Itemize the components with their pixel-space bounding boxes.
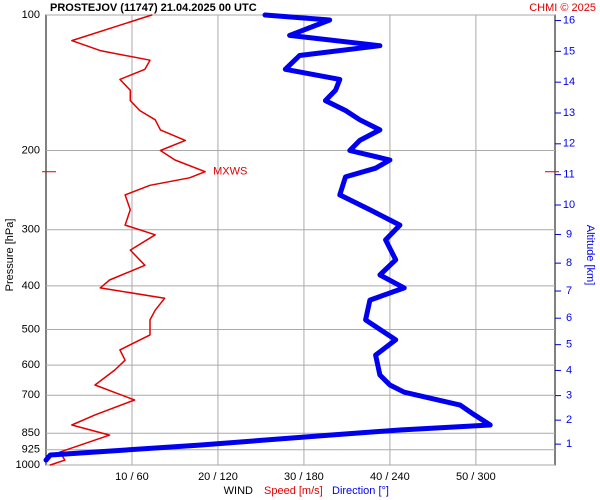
altitude-tick-label: 16 [563, 14, 575, 26]
y-tick-label: 300 [22, 224, 40, 236]
y-tick-label: 700 [22, 389, 40, 401]
altitude-tick-label: 11 [563, 169, 574, 181]
altitude-tick-label: 12 [563, 138, 575, 150]
x-axis-label: WIND [224, 485, 253, 497]
altitude-tick-label: 8 [566, 257, 572, 269]
y-tick-label: 400 [22, 280, 40, 292]
credit: CHMI © 2025 [529, 2, 596, 14]
chart-title: PROSTEJOV (11747) 21.04.2025 00 UTC [50, 2, 257, 14]
y-tick-label: 600 [22, 359, 40, 371]
x-tick-label: 10 / 60 [115, 471, 149, 483]
series-line [49, 14, 206, 466]
y2-axis-label: Altitude [km] [584, 225, 596, 286]
altitude-tick-label: 5 [566, 339, 572, 351]
x-tick-label: 50 / 300 [456, 471, 496, 483]
altitude-tick-label: 13 [563, 107, 575, 119]
altitude-tick-label: 6 [566, 312, 572, 324]
mxws-label: MXWS [213, 166, 247, 178]
y-axis-label: Pressure [hPa] [4, 219, 16, 292]
y-tick-label: 200 [22, 144, 40, 156]
y-tick-label: 850 [22, 427, 40, 439]
y-tick-label: 925 [22, 444, 40, 456]
altitude-tick-label: 2 [566, 414, 572, 426]
x-tick-label: 40 / 240 [370, 471, 410, 483]
altitude-tick-label: 3 [566, 390, 572, 402]
altitude-tick-label: 4 [566, 364, 572, 376]
series-line [43, 12, 493, 463]
altitude-tick-label: 14 [563, 76, 575, 88]
x-axis-label-direction: Direction [°] [332, 485, 389, 497]
altitude-tick-label: 1 [566, 438, 572, 450]
x-tick-label: 30 / 180 [284, 471, 324, 483]
y-tick-label: 100 [22, 9, 40, 21]
y-tick-label: 1000 [16, 459, 40, 471]
altitude-tick-label: 7 [566, 285, 572, 297]
y-tick-label: 500 [22, 323, 40, 335]
x-axis-label-speed: Speed [m/s] [264, 485, 323, 497]
x-tick-label: 20 / 120 [198, 471, 238, 483]
altitude-tick-label: 10 [563, 199, 575, 211]
altitude-tick-label: 15 [563, 45, 575, 57]
altitude-tick-label: 9 [566, 228, 572, 240]
